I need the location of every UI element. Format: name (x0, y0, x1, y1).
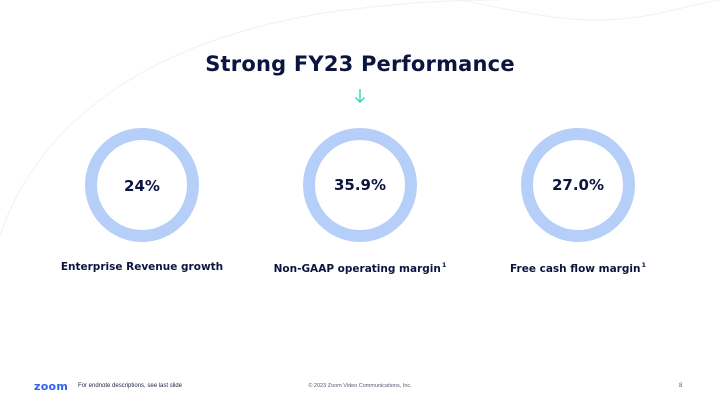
metric-label-text: Free cash flow margin (510, 263, 641, 275)
footnote-marker: 1 (641, 261, 646, 269)
copyright-text: © 2023 Zoom Video Communications, Inc. (308, 383, 412, 389)
metric-value: 27.0% (551, 176, 605, 194)
metric-free-cash-flow-margin: 27.0% Free cash flow margin1 (458, 125, 698, 285)
endnote-text: For endnote descriptions, see last slide (78, 383, 183, 389)
footnote-marker: 1 (441, 261, 447, 269)
metric-value: 35.9% (333, 176, 387, 194)
arrow-down-icon (355, 89, 365, 103)
page-number: 8 (679, 383, 683, 389)
metric-label-text: Non-GAAP operating margin (273, 263, 441, 275)
metric-label: Free cash flow margin1 (458, 261, 698, 275)
metric-ring (85, 128, 199, 242)
zoom-logo: zoom (34, 380, 69, 393)
metric-label-text: Enterprise Revenue growth (60, 261, 224, 273)
metric-label: Enterprise Revenue growth (22, 261, 262, 273)
metric-enterprise-revenue-growth: 24% Enterprise Revenue growth (22, 125, 262, 285)
metric-non-gaap-operating-margin: 35.9% Non-GAAP operating margin1 (240, 125, 480, 285)
metric-value: 24% (124, 177, 160, 195)
page-title: Strong FY23 Performance (205, 52, 515, 76)
metric-label: Non-GAAP operating margin1 (240, 261, 480, 275)
